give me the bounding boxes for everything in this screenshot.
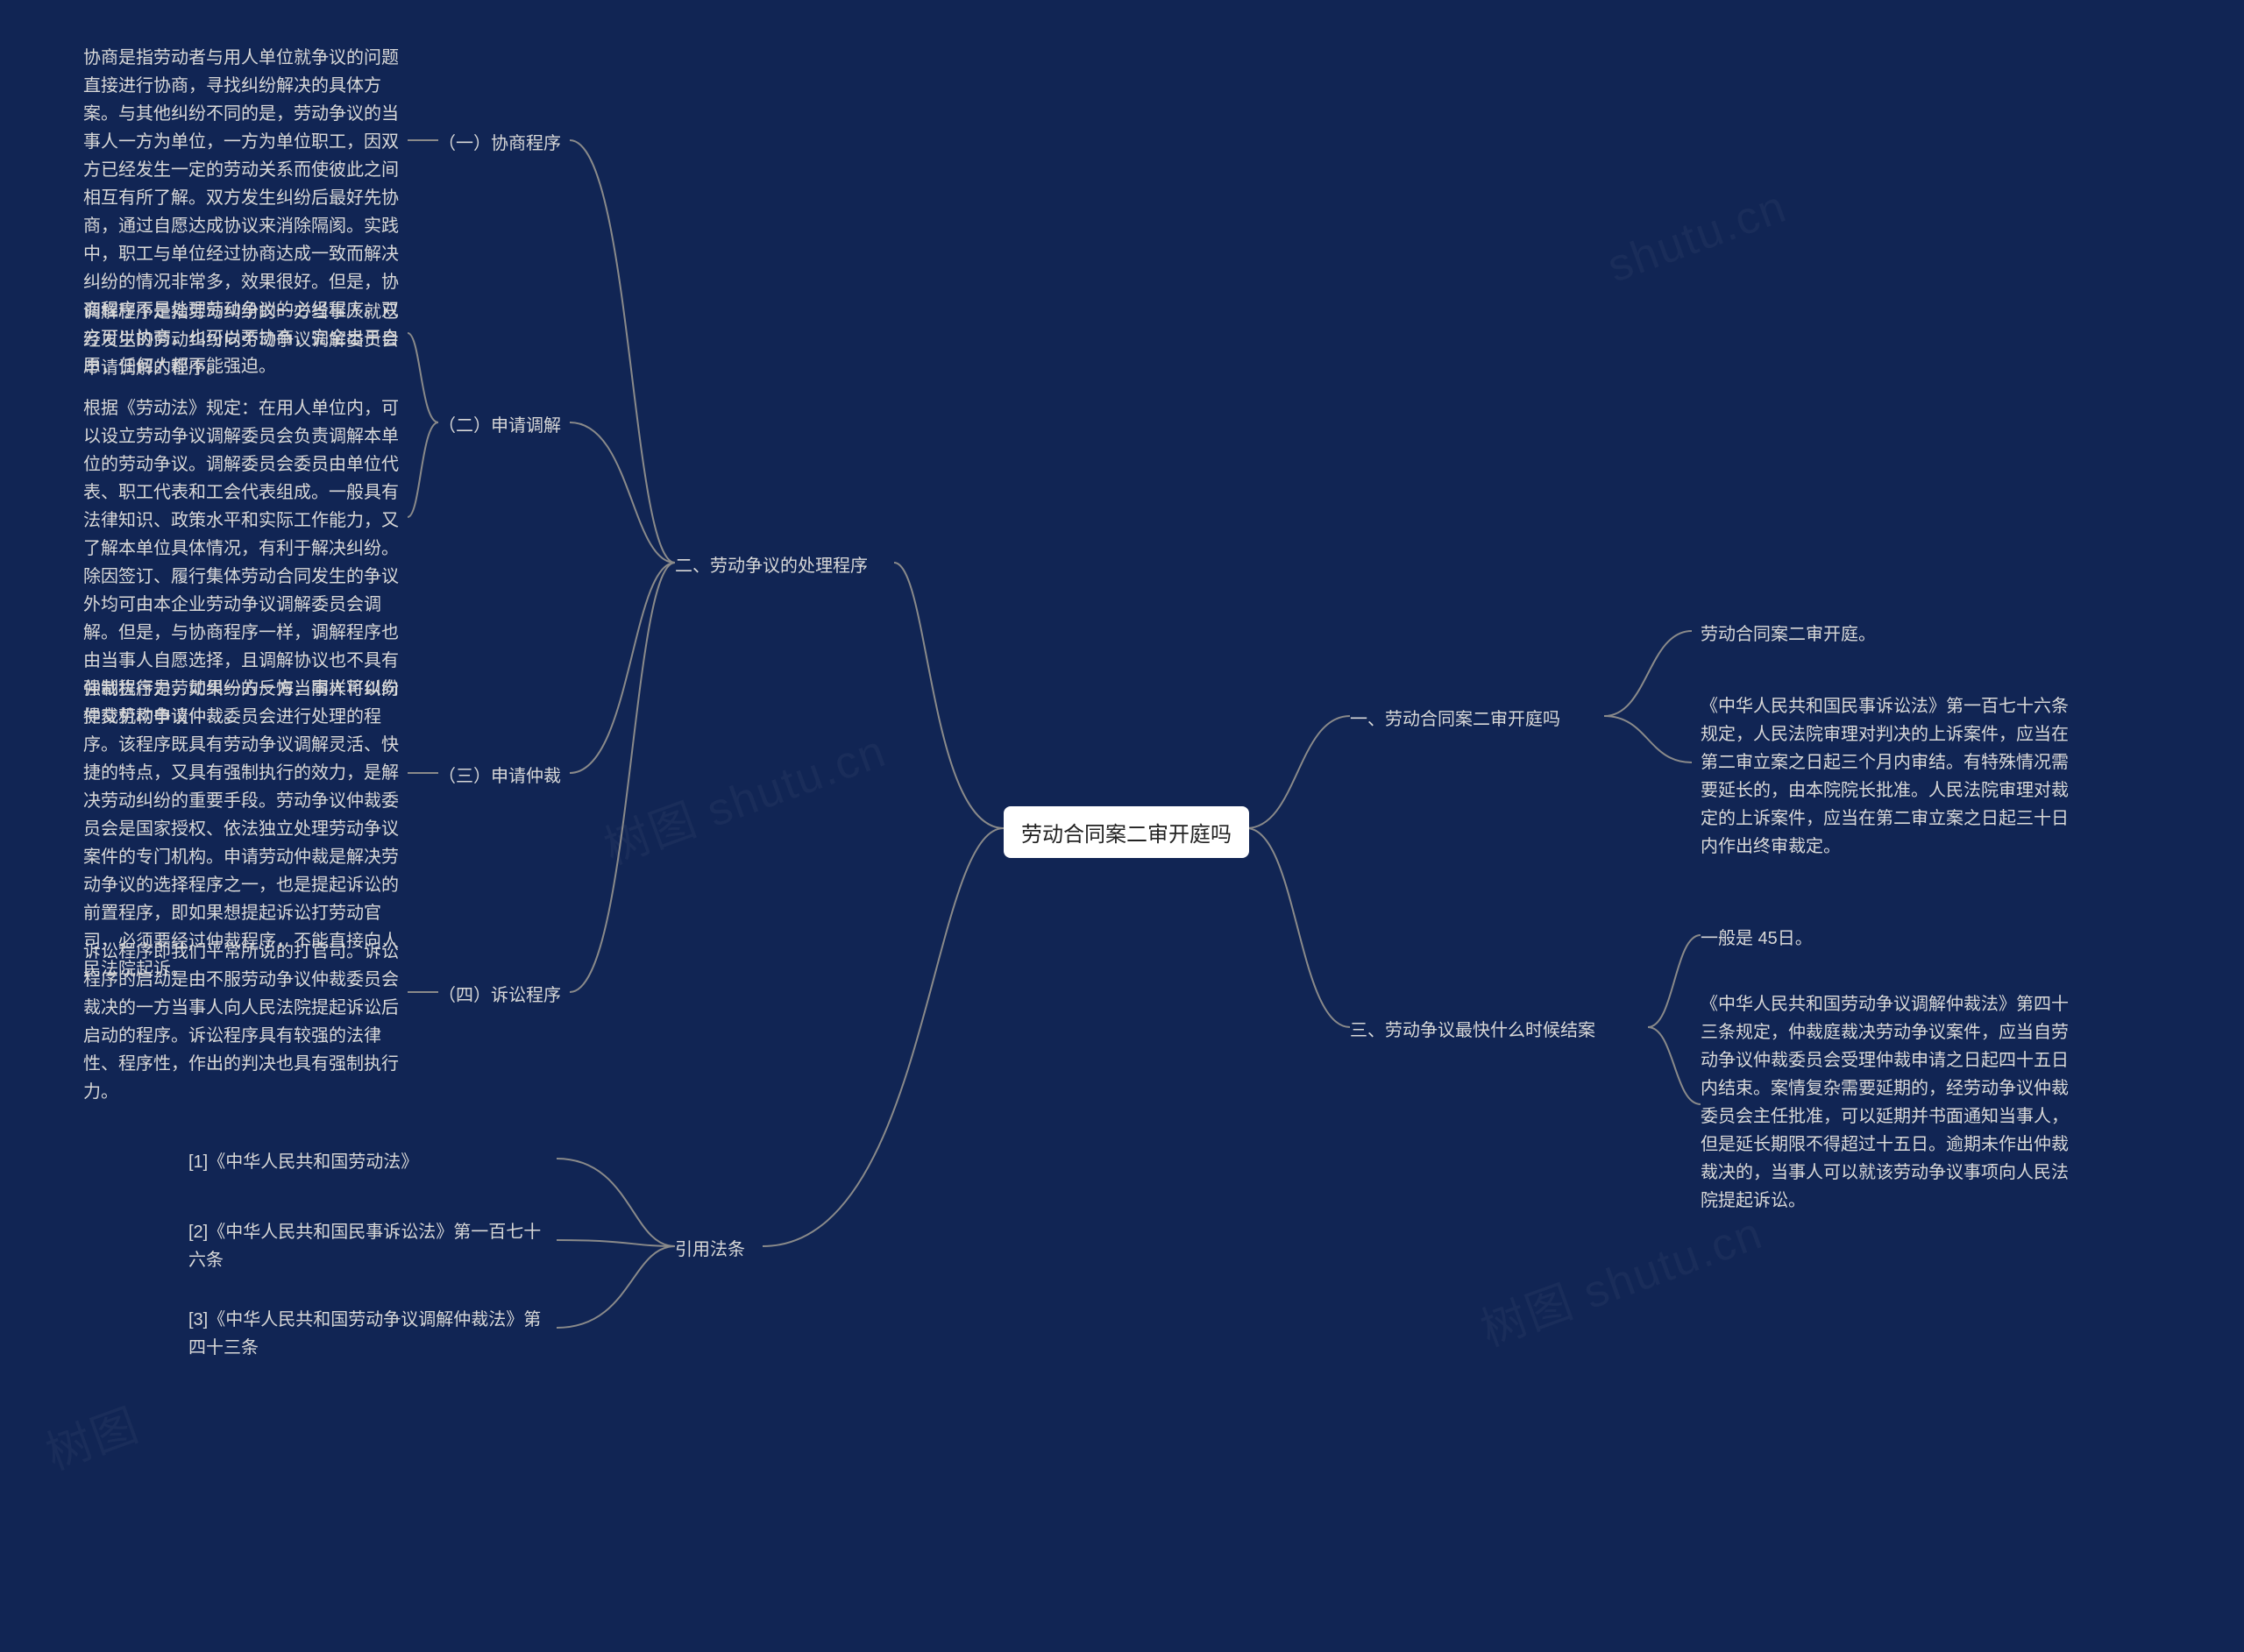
step-2: （二）申请调解 [438, 412, 561, 440]
branch-right-2: 三、劳动争议最快什么时候结案 [1350, 1017, 1595, 1045]
leaf-right-1-2: 《中华人民共和国民事诉讼法》第一百七十六条规定，人民法院审理对判决的上诉案件，应… [1701, 692, 2077, 861]
watermark: 树图 shutu.cn [593, 714, 893, 877]
step-1: （一）协商程序 [438, 130, 561, 158]
ref-1: [1]《中华人民共和国劳动法》 [188, 1148, 418, 1176]
center-label: 劳动合同案二审开庭吗 [1021, 823, 1232, 847]
watermark: 树图 shutu.cn [1470, 1196, 1770, 1359]
leaf-right-2-2: 《中华人民共和国劳动争议调解仲裁法》第四十三条规定，仲裁庭裁决劳动争议案件，应当… [1701, 990, 2077, 1215]
leaf-right-2-1: 一般是 45日。 [1701, 925, 1813, 953]
leaf-right-1-1: 劳动合同案二审开庭。 [1701, 620, 1876, 649]
leaf-step-2a: 调解程序是指劳动纠纷的一方当事人就已经发生的劳动纠纷向劳动争议调解委员会申请调解… [83, 298, 408, 382]
step-3: （三）申请仲裁 [438, 762, 561, 791]
step-4: （四）诉讼程序 [438, 982, 561, 1010]
branch-right-1: 一、劳动合同案二审开庭吗 [1350, 705, 1560, 734]
watermark: shutu.cn [1601, 180, 1793, 293]
leaf-step-4: 诉讼程序即我们平常所说的打官司。诉讼程序的启动是由不服劳动争议仲裁委员会裁决的一… [83, 938, 408, 1106]
branch-left-2: 二、劳动争议的处理程序 [675, 552, 868, 580]
center-node: 劳动合同案二审开庭吗 [1004, 806, 1249, 858]
watermark: 树图 [35, 1388, 146, 1482]
ref-3: [3]《中华人民共和国劳动争议调解仲裁法》第四十三条 [188, 1306, 557, 1362]
branch-left-refs: 引用法条 [675, 1236, 745, 1264]
ref-2: [2]《中华人民共和国民事诉讼法》第一百七十六条 [188, 1218, 557, 1274]
